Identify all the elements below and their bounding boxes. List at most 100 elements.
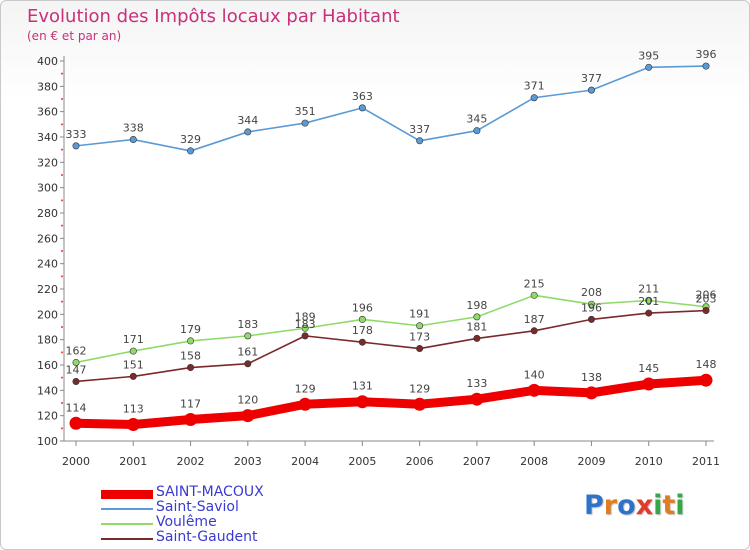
data-point-saint-saviol	[301, 119, 309, 127]
legend-swatch	[101, 489, 153, 499]
y-tick-label: 320	[37, 156, 58, 169]
legend-swatch	[101, 538, 153, 540]
data-point-saint-saviol	[416, 137, 424, 145]
data-label-voul-me: 189	[295, 310, 316, 323]
x-tick-label: 2004	[291, 455, 319, 468]
y-minor-tick	[61, 98, 63, 100]
data-label-voul-me: 208	[581, 286, 602, 299]
data-label-saint-gaudent: 151	[123, 358, 144, 371]
data-point-saint-saviol	[473, 127, 481, 135]
data-label-voul-me: 215	[524, 277, 545, 290]
data-point-saint-saviol	[587, 86, 595, 94]
series-line-voul-me	[75, 294, 707, 364]
data-label-saint-macoux: 133	[466, 377, 487, 390]
data-label-voul-me: 206	[696, 289, 717, 302]
data-point-voul-me	[244, 332, 252, 340]
y-minor-tick	[61, 72, 63, 75]
data-label-saint-macoux: 140	[524, 368, 545, 381]
y-tick-label: 200	[37, 308, 58, 321]
data-point-voul-me	[530, 291, 538, 299]
legend-swatch	[101, 508, 153, 510]
data-label-saint-saviol: 371	[524, 80, 545, 93]
data-label-saint-macoux: 129	[295, 382, 316, 395]
data-point-saint-macoux	[69, 416, 83, 430]
y-minor-tick	[61, 427, 63, 430]
data-point-saint-gaudent	[530, 327, 538, 335]
data-label-saint-saviol: 351	[295, 105, 316, 118]
data-point-saint-macoux	[298, 397, 312, 411]
data-label-saint-macoux: 138	[581, 371, 602, 384]
y-tick-label: 360	[37, 106, 58, 119]
data-point-saint-macoux	[355, 395, 369, 409]
y-minor-tick	[61, 376, 63, 379]
data-label-saint-macoux: 117	[180, 397, 201, 410]
y-minor-tick	[61, 275, 63, 278]
y-minor-tick	[61, 351, 63, 354]
x-tick-label: 2005	[348, 455, 376, 468]
logo-letter: x	[635, 490, 654, 521]
data-point-saint-macoux	[470, 392, 484, 406]
data-label-saint-gaudent: 173	[409, 331, 430, 344]
data-point-saint-gaudent	[416, 345, 424, 353]
logo-letter: t	[662, 490, 676, 521]
y-tick-label: 400	[37, 55, 58, 68]
data-point-saint-macoux	[699, 373, 713, 387]
data-point-voul-me	[72, 358, 80, 366]
data-point-voul-me	[187, 337, 195, 345]
y-minor-tick	[61, 402, 63, 404]
data-label-saint-gaudent: 183	[295, 318, 316, 331]
data-point-saint-macoux	[126, 418, 140, 432]
data-point-voul-me	[645, 296, 653, 304]
y-tick-label: 180	[37, 334, 58, 347]
data-label-voul-me: 198	[466, 299, 487, 312]
legend-label: Saint-Gaudent	[156, 529, 258, 545]
x-tick-label: 2006	[406, 455, 434, 468]
data-point-voul-me	[301, 324, 309, 332]
y-tick-label: 160	[37, 359, 58, 372]
y-tick-label: 380	[37, 80, 58, 93]
data-label-saint-saviol: 338	[123, 122, 144, 135]
data-label-saint-saviol: 344	[237, 114, 258, 127]
x-tick-label: 2008	[520, 455, 548, 468]
data-label-saint-saviol: 396	[696, 48, 717, 61]
y-tick-label: 220	[37, 283, 58, 296]
data-point-saint-gaudent	[244, 360, 252, 368]
x-tick-label: 2007	[463, 455, 491, 468]
data-label-saint-saviol: 329	[180, 133, 201, 146]
chart-title: Evolution des Impôts locaux par Habitant	[27, 6, 400, 27]
data-point-saint-macoux	[527, 383, 541, 397]
data-point-voul-me	[358, 315, 366, 323]
y-minor-tick	[61, 174, 63, 176]
y-minor-tick	[61, 148, 63, 151]
data-label-voul-me: 191	[409, 308, 430, 321]
data-label-saint-gaudent: 187	[524, 313, 545, 326]
data-point-saint-gaudent	[645, 309, 653, 317]
data-point-saint-saviol	[187, 147, 195, 155]
chart-subtitle: (en € et par an)	[27, 29, 122, 43]
data-label-saint-saviol: 337	[409, 123, 430, 136]
y-minor-tick	[61, 123, 63, 126]
data-label-saint-saviol: 377	[581, 72, 602, 85]
data-point-saint-saviol	[244, 128, 252, 136]
logo-letter: r	[603, 490, 618, 521]
data-label-saint-saviol: 345	[466, 113, 487, 126]
legend-label: Voulême	[156, 514, 217, 530]
y-tick-label: 240	[37, 258, 58, 271]
y-minor-tick	[61, 199, 63, 202]
data-point-saint-saviol	[530, 94, 538, 102]
data-label-saint-gaudent: 178	[352, 324, 373, 337]
y-minor-tick	[61, 326, 63, 328]
data-point-saint-macoux	[241, 409, 255, 423]
legend-label: SAINT-MACOUX	[156, 484, 264, 500]
x-tick-label: 2009	[577, 455, 605, 468]
data-label-saint-macoux: 114	[66, 401, 87, 414]
data-label-saint-macoux: 113	[123, 403, 144, 416]
x-tick-label: 2010	[635, 455, 663, 468]
x-tick-label: 2011	[692, 455, 720, 468]
data-point-saint-gaudent	[301, 332, 309, 340]
logo-letter: i	[675, 490, 685, 521]
y-tick-label: 280	[37, 207, 58, 220]
x-tick-label: 2000	[62, 455, 90, 468]
